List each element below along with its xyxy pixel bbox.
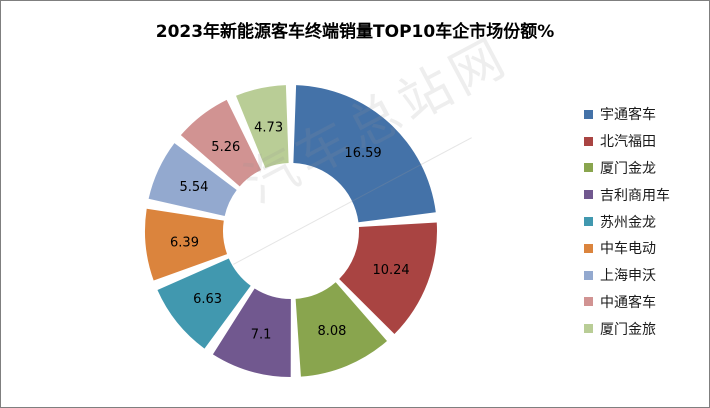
legend-item-9: 厦门金旅 (584, 315, 670, 342)
legend-label: 吉利商用车 (600, 187, 670, 204)
donut-slice-2 (339, 222, 437, 335)
data-label-6: 6.39 (170, 235, 199, 250)
data-label-5: 6.63 (193, 292, 222, 307)
legend-item-2: 北汽福田 (584, 128, 670, 155)
data-label-1: 16.59 (344, 146, 381, 161)
legend-item-8: 中通客车 (584, 289, 670, 316)
legend-label: 北汽福田 (600, 134, 656, 151)
donut-slice-7 (148, 143, 237, 216)
legend-swatch (584, 109, 593, 119)
legend-item-7: 上海申沃 (584, 262, 670, 289)
data-label-8: 5.26 (211, 140, 240, 155)
legend-item-4: 吉利商用车 (584, 181, 670, 208)
legend-item-6: 中车电动 (584, 235, 670, 262)
donut-slice-4 (212, 288, 291, 377)
legend-swatch (584, 136, 593, 146)
data-label-2: 10.24 (372, 263, 409, 278)
legend-label: 苏州金龙 (600, 214, 656, 231)
donut-slice-9 (236, 85, 289, 169)
chart-legend: 宇通客车北汽福田厦门金龙吉利商用车苏州金龙中车电动上海申沃中通客车厦门金旅 (584, 101, 670, 342)
legend-swatch (584, 217, 593, 227)
donut-slice-1 (293, 85, 436, 223)
data-label-4: 7.1 (251, 328, 272, 343)
data-label-7: 5.54 (179, 180, 208, 195)
legend-swatch (584, 324, 593, 334)
legend-label: 厦门金旅 (600, 321, 656, 338)
legend-item-3: 厦门金龙 (584, 155, 670, 182)
legend-label: 宇通客车 (600, 107, 656, 124)
donut-slice-6 (145, 208, 228, 281)
legend-item-1: 宇通客车 (584, 101, 670, 128)
data-label-9: 4.73 (254, 120, 283, 135)
legend-swatch (584, 243, 593, 253)
legend-swatch (584, 190, 593, 200)
legend-label: 中通客车 (600, 294, 656, 311)
donut-slice-3 (295, 282, 387, 377)
legend-label: 厦门金龙 (600, 160, 656, 177)
legend-label: 上海申沃 (600, 268, 656, 285)
legend-swatch (584, 163, 593, 173)
chart-title: 2023年新能源客车终端销量TOP10车企市场份额% (155, 22, 555, 42)
data-label-3: 8.08 (317, 324, 346, 339)
legend-label: 中车电动 (600, 241, 656, 258)
legend-item-5: 苏州金龙 (584, 208, 670, 235)
donut-slice-5 (157, 258, 251, 349)
legend-swatch (584, 270, 593, 280)
legend-swatch (584, 297, 593, 307)
donut-slice-8 (180, 99, 262, 187)
